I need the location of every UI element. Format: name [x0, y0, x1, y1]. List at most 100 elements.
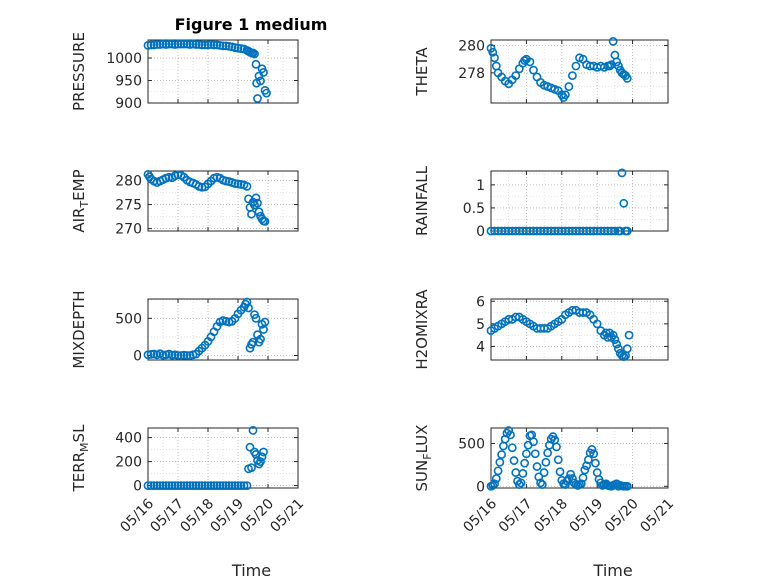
- data-point: [251, 59, 261, 69]
- data-point: [191, 40, 201, 49]
- ytick-label-air_temp: 270: [115, 222, 142, 238]
- data-point: [146, 40, 156, 50]
- data-point: [161, 481, 171, 490]
- data-point: [218, 481, 228, 490]
- data-point: [242, 181, 252, 191]
- axes-box-mixdepth: [147, 298, 299, 361]
- data-point: [244, 303, 253, 313]
- data-point: [194, 481, 204, 490]
- data-point: [179, 350, 189, 360]
- data-point: [173, 351, 183, 360]
- data-point: [491, 474, 501, 483]
- data-point: [206, 481, 216, 490]
- data-point: [516, 478, 526, 488]
- data-point: [259, 447, 268, 457]
- xtick-label-sun_flux: 05/16: [460, 496, 500, 536]
- data-point: [200, 481, 210, 490]
- y-axis-label-pressure: PRESSURE: [70, 32, 88, 111]
- x-axis-label-terr_msl: Time: [231, 561, 271, 580]
- data-point: [164, 39, 174, 49]
- grid-theta: [490, 40, 669, 103]
- ytick-label-terr_msl: 400: [115, 431, 142, 447]
- series-air_temp: [143, 169, 270, 226]
- data-point: [230, 481, 240, 490]
- data-point: [236, 481, 246, 490]
- data-point: [536, 478, 545, 488]
- data-point: [555, 467, 565, 477]
- data-point: [589, 449, 599, 459]
- xtick-label-terr_msl: 05/18: [177, 496, 217, 536]
- y-axis-label-air_temp: AIRTEMP: [70, 169, 91, 232]
- data-point: [537, 480, 547, 489]
- data-point: [619, 198, 629, 208]
- ytick-label-pressure: 1000: [106, 51, 142, 67]
- data-point: [173, 481, 183, 490]
- data-point: [504, 426, 514, 435]
- data-point: [262, 88, 271, 98]
- xtick-label-sun_flux: 05/21: [637, 496, 677, 536]
- data-point: [614, 344, 623, 354]
- data-point: [520, 56, 530, 65]
- data-point: [167, 350, 177, 360]
- subplot-air_temp: 270 275 280 AIRTEMP: [70, 169, 299, 238]
- data-point: [146, 481, 156, 490]
- data-point: [522, 449, 531, 459]
- data-point: [568, 71, 577, 81]
- data-point: [488, 481, 498, 490]
- data-point: [488, 47, 498, 57]
- data-point: [203, 481, 213, 490]
- ytick-label-terr_msl: 0: [133, 479, 142, 495]
- xtick-label-sun_flux: 05/18: [531, 496, 571, 536]
- data-point: [566, 469, 576, 479]
- ytick-label-rainfall: 1: [476, 178, 485, 194]
- series-theta: [486, 36, 632, 102]
- data-point: [529, 65, 538, 75]
- data-point: [209, 481, 219, 490]
- data-point: [260, 216, 270, 226]
- data-point: [179, 39, 189, 49]
- data-point: [592, 319, 602, 329]
- data-point: [520, 458, 530, 468]
- subplot-theta: 278 280 THETA: [413, 36, 669, 104]
- data-point: [490, 479, 499, 489]
- data-point: [197, 40, 207, 50]
- grid-terr_msl: [147, 428, 299, 488]
- data-point: [578, 473, 588, 483]
- data-point: [539, 468, 549, 477]
- ytick-label-mixdepth: 0: [133, 349, 142, 365]
- y-axis-label-sun_flux: SUNFLUX: [413, 425, 434, 492]
- data-point: [497, 450, 507, 459]
- series-rainfall: [486, 168, 632, 236]
- series-mixdepth: [143, 297, 270, 360]
- data-point: [612, 339, 622, 349]
- data-point: [143, 481, 153, 490]
- data-point: [212, 481, 222, 490]
- data-point: [493, 466, 503, 476]
- data-point: [495, 457, 505, 467]
- data-point: [176, 39, 186, 49]
- ytick-label-rainfall: 0: [476, 224, 485, 240]
- ytick-label-mixdepth: 500: [115, 311, 142, 327]
- axes-box-air_temp: [147, 170, 299, 232]
- data-point: [591, 458, 600, 468]
- data-point: [164, 481, 174, 490]
- ytick-label-sun_flux: 0: [476, 479, 485, 495]
- data-point: [170, 481, 180, 490]
- data-point: [622, 226, 632, 236]
- xtick-label-terr_msl: 05/16: [117, 496, 157, 536]
- data-point: [612, 57, 622, 67]
- data-point: [256, 334, 265, 344]
- data-point: [509, 456, 519, 465]
- data-point: [553, 455, 563, 465]
- data-point: [250, 49, 259, 59]
- data-point: [209, 40, 219, 50]
- data-point: [532, 462, 542, 471]
- data-point: [152, 481, 162, 490]
- data-point: [173, 39, 183, 49]
- data-point: [176, 351, 186, 360]
- data-point: [149, 481, 159, 490]
- data-point: [622, 481, 632, 491]
- ytick-label-h2omixra: 5: [476, 317, 485, 333]
